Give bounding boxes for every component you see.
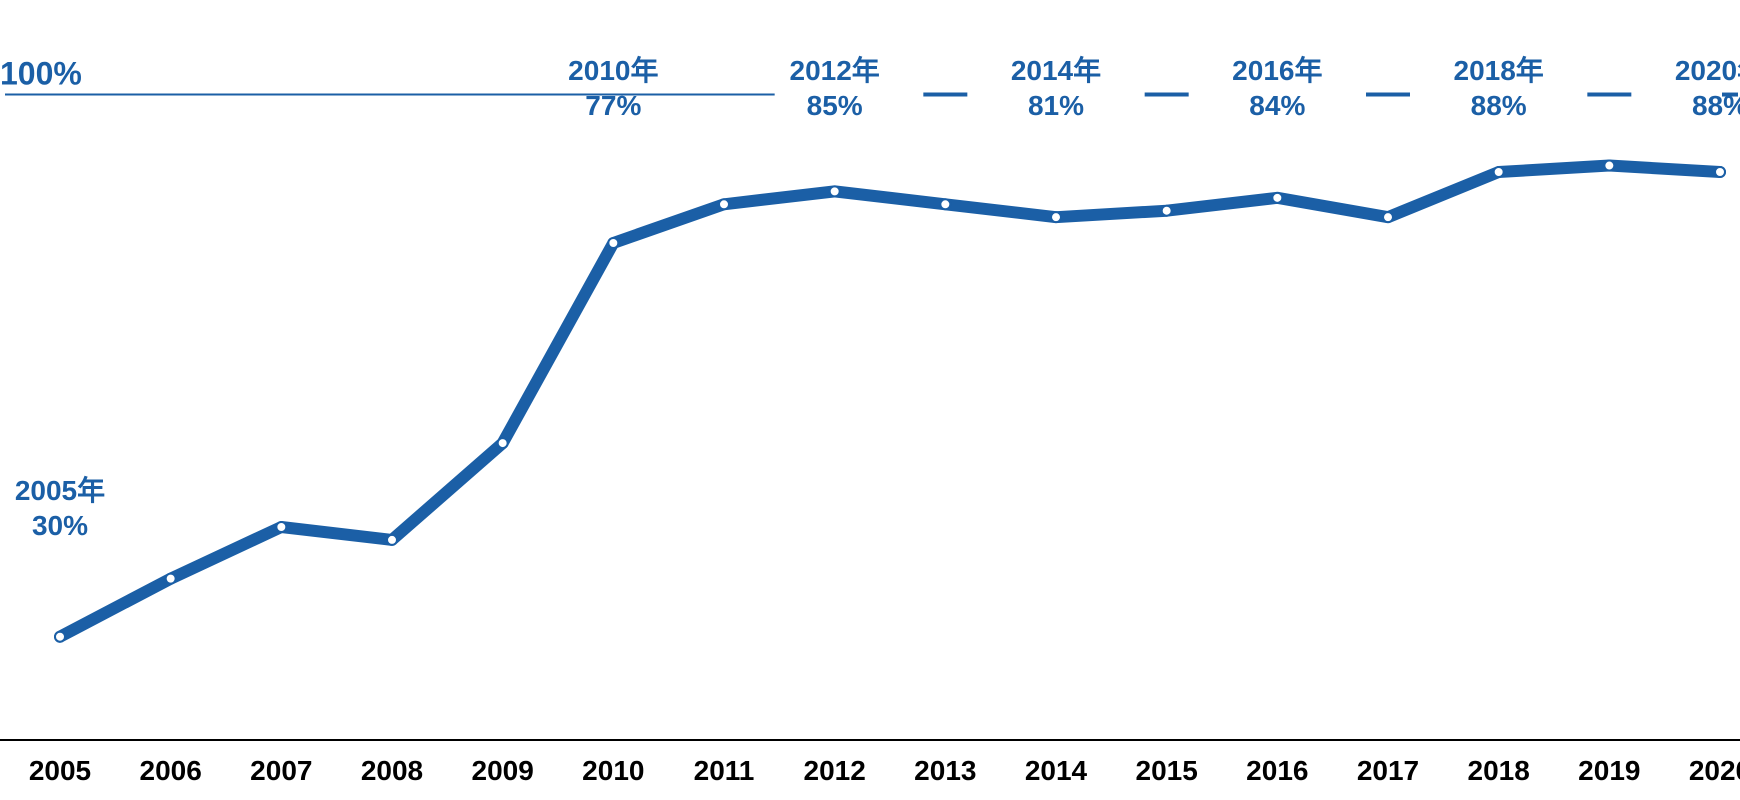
x-axis-label: 2017: [1357, 755, 1419, 786]
annotation-value: 81%: [1028, 90, 1084, 121]
annotation-year: 2010年: [568, 54, 658, 86]
data-marker: [608, 238, 618, 248]
annotation-value: 30%: [32, 510, 88, 541]
x-axis-label: 2014: [1025, 755, 1088, 786]
x-axis-label: 2009: [472, 755, 534, 786]
data-marker: [940, 199, 950, 209]
chart-svg: 100% 2005 2006 2007 2008 2009 2010 2011 2012 2013…: [0, 0, 1740, 800]
x-axis-label: 2018: [1468, 755, 1530, 786]
x-axis-label: 2011: [694, 755, 755, 786]
data-marker: [1383, 212, 1393, 222]
data-marker: [1162, 206, 1172, 216]
x-axis-label: 2016: [1246, 755, 1308, 786]
annotation-year: 2014年: [1011, 54, 1101, 86]
annotation-value: 77%: [585, 90, 641, 121]
annotation-value: 85%: [807, 90, 863, 121]
x-axis-label: 2007: [250, 755, 312, 786]
x-axis-label: 2020: [1689, 755, 1740, 786]
data-marker: [1604, 161, 1614, 171]
x-axis-label: 2019: [1578, 755, 1640, 786]
annotation-year: 2018年: [1454, 54, 1544, 86]
annotation-value: 88%: [1692, 90, 1740, 121]
data-marker: [719, 199, 729, 209]
data-marker: [1051, 212, 1061, 222]
data-marker: [498, 438, 508, 448]
annotation-year: 2020年: [1675, 54, 1740, 86]
data-line: [60, 166, 1720, 637]
data-marker: [1272, 193, 1282, 203]
x-axis-label: 2008: [361, 755, 423, 786]
data-marker: [276, 522, 286, 532]
x-axis-label: 2015: [1136, 755, 1198, 786]
data-marker: [1715, 167, 1725, 177]
annotation-value: 84%: [1249, 90, 1305, 121]
x-axis-label: 2013: [914, 755, 976, 786]
annotation-year: 2005年: [15, 474, 105, 506]
reference-label: 100%: [0, 56, 82, 92]
data-marker: [1494, 167, 1504, 177]
data-marker: [55, 632, 65, 642]
line-chart: 100% 2005 2006 2007 2008 2009 2010 2011 2012 2013…: [0, 0, 1740, 800]
x-axis-label: 2010: [582, 755, 644, 786]
x-axis-label: 2012: [804, 755, 866, 786]
data-marker: [166, 574, 176, 584]
x-axis-label: 2005: [29, 755, 91, 786]
x-axis-label: 2006: [140, 755, 202, 786]
annotation-year: 2016年: [1232, 54, 1322, 86]
data-marker: [830, 186, 840, 196]
annotation-year: 2012年: [790, 54, 880, 86]
data-marker: [387, 535, 397, 545]
annotation-value: 88%: [1471, 90, 1527, 121]
